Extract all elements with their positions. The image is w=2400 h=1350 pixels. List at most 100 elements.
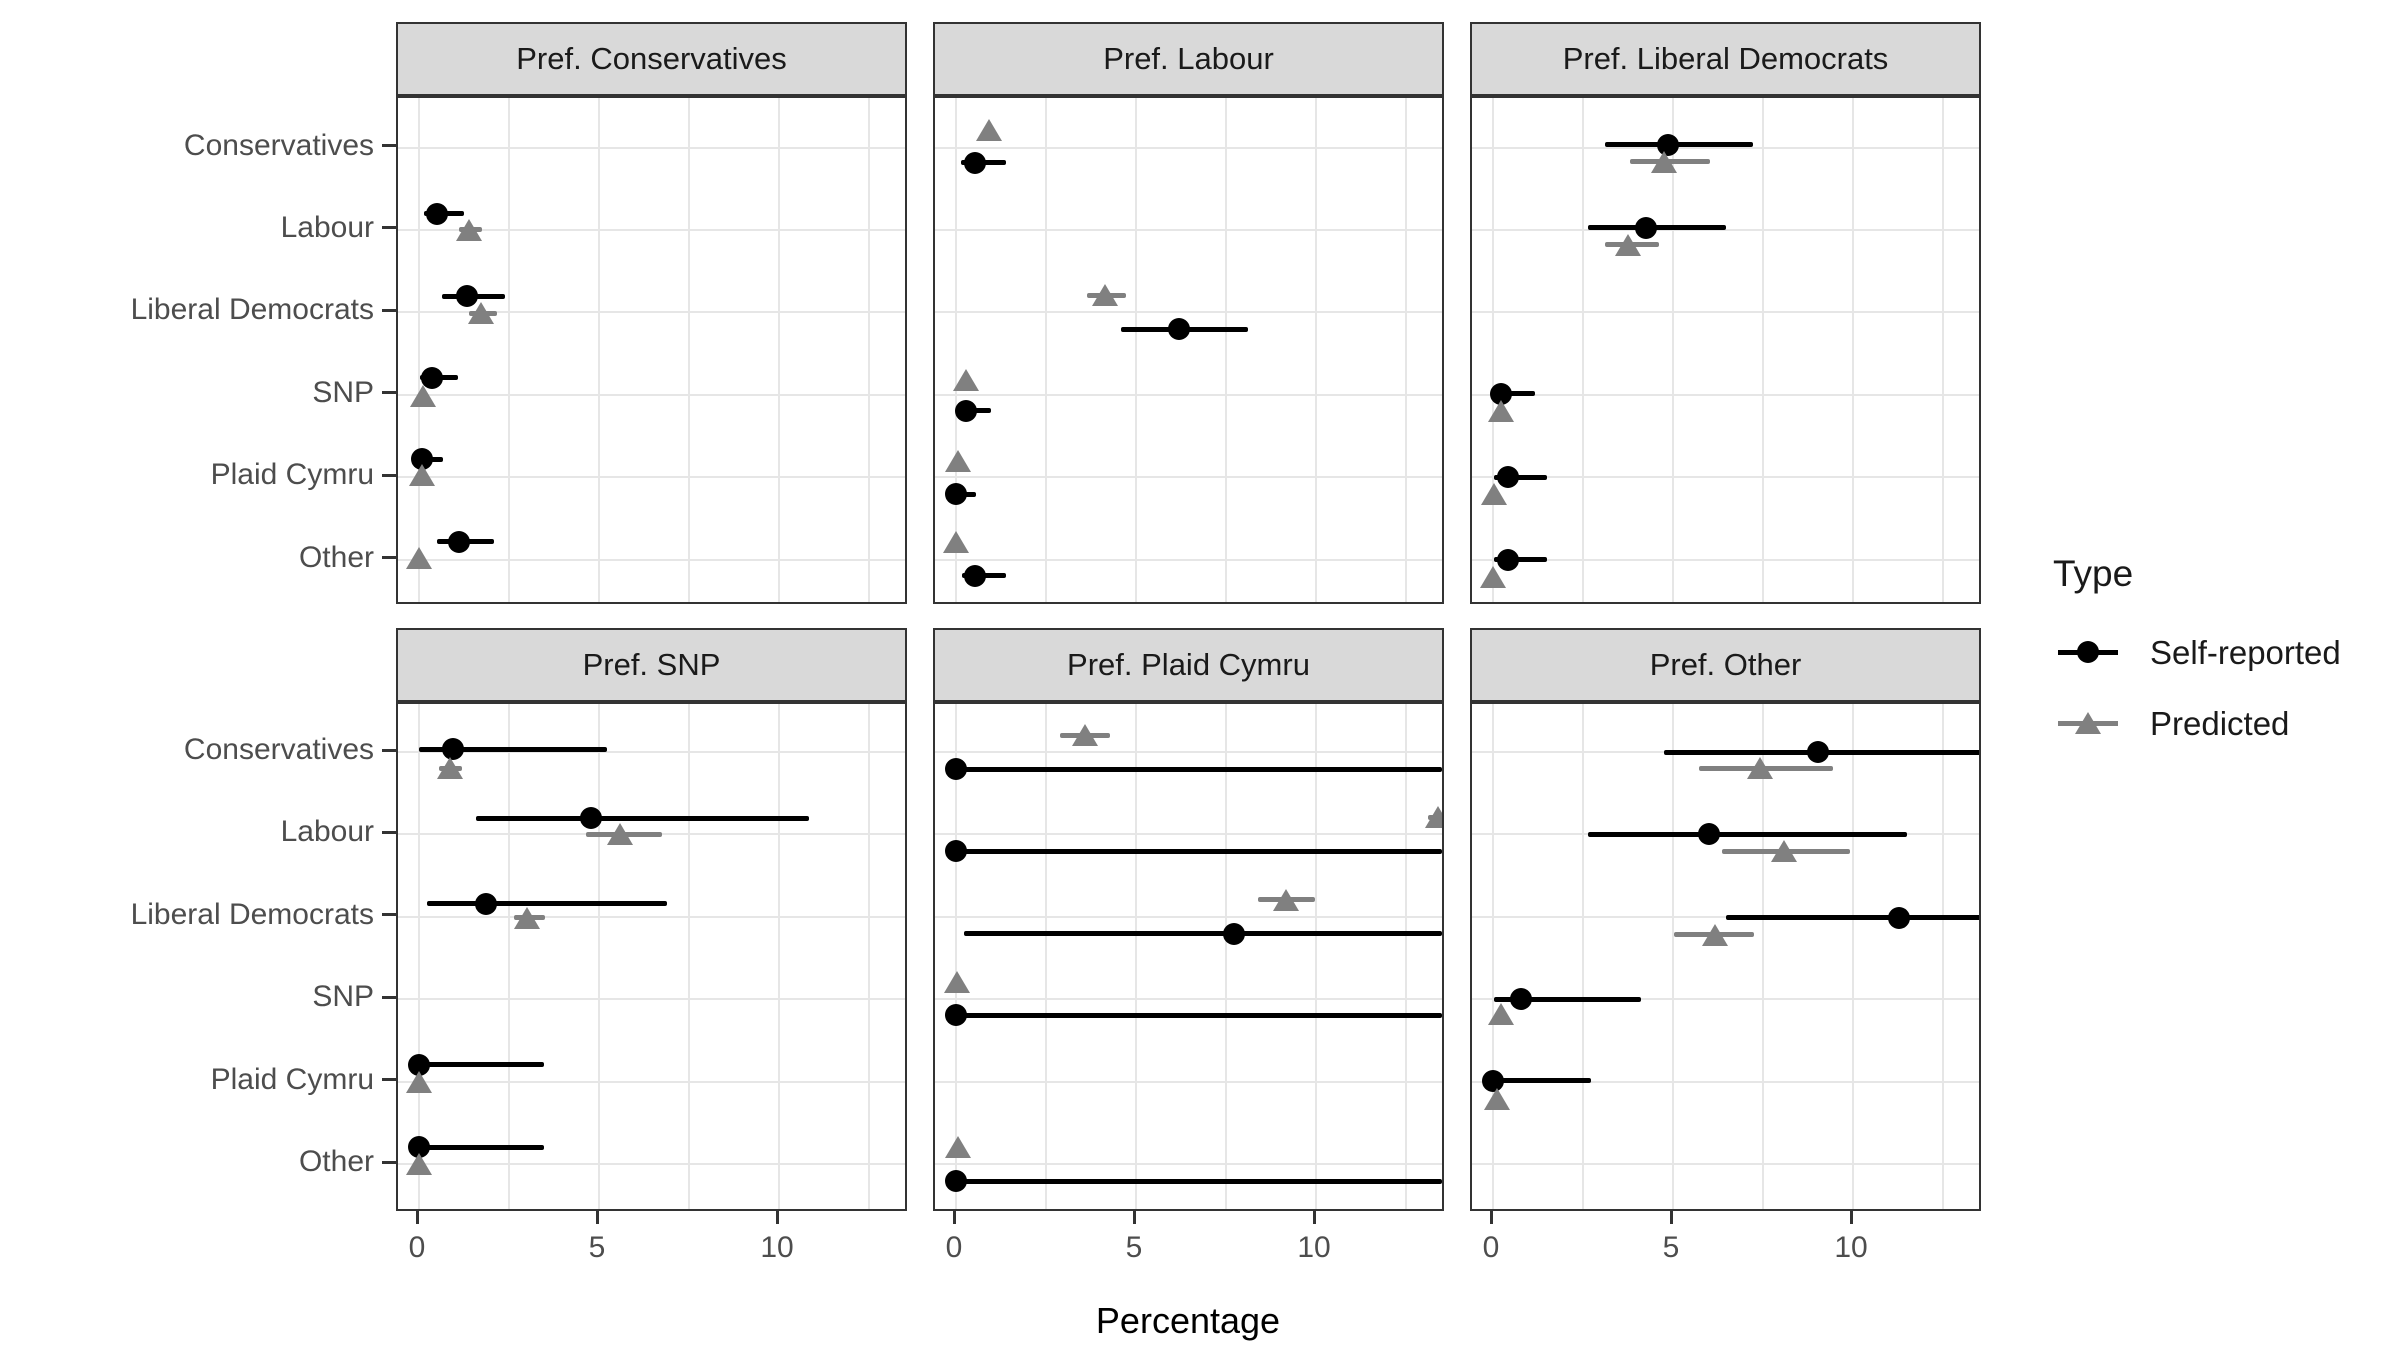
gridline-horizontal bbox=[1472, 915, 1979, 918]
self-reported-point bbox=[1888, 906, 1911, 929]
facet-panel-1-1 bbox=[933, 702, 1444, 1211]
self-interval-line bbox=[956, 1012, 1442, 1018]
gridline-vertical bbox=[508, 704, 510, 1209]
y-axis-label-plaid-cymru: Plaid Cymru bbox=[210, 1062, 374, 1096]
x-tick-label: 10 bbox=[760, 1231, 794, 1264]
y-tick-mark bbox=[382, 308, 396, 312]
gridline-vertical bbox=[1315, 98, 1317, 602]
gridline-horizontal bbox=[398, 751, 905, 753]
self-reported-point bbox=[964, 564, 987, 587]
predicted-point bbox=[514, 906, 540, 929]
y-axis-label-labour: Labour bbox=[280, 210, 374, 244]
x-tick-label: 10 bbox=[1834, 1231, 1868, 1264]
gridline-vertical bbox=[955, 98, 957, 602]
predicted-point bbox=[944, 1136, 971, 1158]
facet-title: Pref. Plaid Cymru bbox=[1067, 647, 1310, 682]
predicted-point bbox=[1484, 1087, 1511, 1110]
facet-panel-1-2 bbox=[1470, 702, 1981, 1211]
y-tick-mark bbox=[382, 391, 396, 395]
self-reported-point bbox=[1167, 318, 1190, 341]
gridline-horizontal bbox=[398, 558, 905, 561]
predicted-point bbox=[406, 546, 432, 569]
gridline-horizontal bbox=[398, 228, 905, 231]
y-tick-mark bbox=[382, 473, 396, 477]
predicted-point bbox=[409, 464, 436, 487]
gridline-vertical bbox=[1315, 704, 1317, 1209]
facet-panel-0-2 bbox=[1470, 96, 1981, 604]
predicted-point bbox=[944, 971, 971, 994]
x-tick-label: 0 bbox=[1482, 1231, 1500, 1264]
predicted-point bbox=[406, 1070, 432, 1093]
self-interval-line bbox=[1494, 474, 1548, 480]
gridline-horizontal bbox=[935, 146, 1442, 149]
facet-header-pref-labour: Pref. Labour bbox=[933, 22, 1444, 96]
gridline-vertical bbox=[868, 98, 870, 602]
predicted-point bbox=[456, 218, 483, 241]
y-axis-label-liberal-democrats: Liberal Democrats bbox=[130, 897, 374, 931]
gridline-horizontal bbox=[398, 998, 905, 1001]
x-tick-mark bbox=[1132, 1211, 1136, 1224]
predicted-point bbox=[436, 757, 463, 779]
y-tick-mark bbox=[382, 830, 396, 834]
self-reported-point bbox=[1222, 922, 1245, 945]
self-reported-point bbox=[1698, 823, 1720, 846]
self-interval-line bbox=[419, 746, 608, 752]
gridline-vertical bbox=[1942, 704, 1944, 1209]
legend-item-label: Predicted bbox=[2150, 705, 2290, 742]
predicted-point bbox=[1425, 806, 1442, 829]
gridline-horizontal bbox=[935, 558, 1442, 561]
self-reported-point bbox=[421, 366, 444, 389]
predicted-point bbox=[1651, 150, 1677, 173]
self-reported-point bbox=[447, 530, 470, 553]
x-tick-label: 5 bbox=[1662, 1231, 1680, 1264]
y-tick-mark bbox=[382, 556, 396, 559]
self-reported-point bbox=[945, 1004, 967, 1027]
legend-item-label: Self-reported bbox=[2150, 634, 2341, 671]
x-tick-label: 5 bbox=[1125, 1231, 1143, 1264]
gridline-vertical bbox=[688, 98, 690, 602]
facet-title: Pref. Liberal Democrats bbox=[1562, 41, 1889, 76]
gridline-horizontal bbox=[935, 311, 1442, 314]
predicted-point bbox=[1487, 399, 1514, 422]
x-tick-label: 0 bbox=[945, 1231, 963, 1264]
gridline-horizontal bbox=[398, 393, 905, 396]
gridline-vertical bbox=[1672, 704, 1674, 1209]
predicted-point bbox=[1615, 233, 1641, 256]
gridline-vertical bbox=[688, 704, 690, 1209]
y-tick-mark bbox=[382, 144, 396, 147]
self-reported-point bbox=[1656, 133, 1679, 156]
gridline-vertical bbox=[1762, 98, 1764, 602]
y-axis-label-other: Other bbox=[298, 540, 374, 574]
predicted-point bbox=[468, 302, 495, 325]
gridline-horizontal bbox=[1472, 1163, 1979, 1165]
y-axis-label-snp: SNP bbox=[312, 980, 374, 1014]
predicted-point bbox=[945, 450, 972, 473]
facet-title: Pref. Other bbox=[1649, 647, 1802, 682]
y-tick-mark bbox=[382, 913, 396, 917]
gridline-vertical bbox=[418, 98, 420, 602]
facet-header-pref-plaid-cymru: Pref. Plaid Cymru bbox=[933, 628, 1444, 702]
gridline-vertical bbox=[1135, 704, 1137, 1209]
x-tick-mark bbox=[775, 1211, 779, 1224]
self-interval-line bbox=[419, 1144, 544, 1150]
x-tick-mark bbox=[1312, 1211, 1316, 1224]
facet-header-pref-other: Pref. Other bbox=[1470, 628, 1981, 702]
predicted-point bbox=[410, 384, 437, 407]
self-interval-line bbox=[419, 1062, 544, 1068]
self-reported-point bbox=[580, 807, 603, 830]
gridline-horizontal bbox=[1472, 476, 1979, 479]
predicted-point bbox=[1071, 724, 1098, 746]
gridline-horizontal bbox=[1472, 311, 1979, 314]
gridline-horizontal bbox=[935, 228, 1442, 231]
facet-header-pref-conservatives: Pref. Conservatives bbox=[396, 22, 907, 96]
gridline-horizontal bbox=[1472, 1080, 1979, 1083]
y-axis-label-conservatives: Conservatives bbox=[183, 128, 374, 162]
self-reported-point bbox=[456, 285, 479, 308]
self-reported-point bbox=[408, 1136, 430, 1158]
gridline-vertical bbox=[1852, 98, 1854, 602]
predicted-point bbox=[975, 118, 1002, 141]
facet-panel-1-0 bbox=[396, 702, 907, 1211]
self-reported-point bbox=[1634, 216, 1657, 239]
gridline-vertical bbox=[1852, 704, 1854, 1209]
